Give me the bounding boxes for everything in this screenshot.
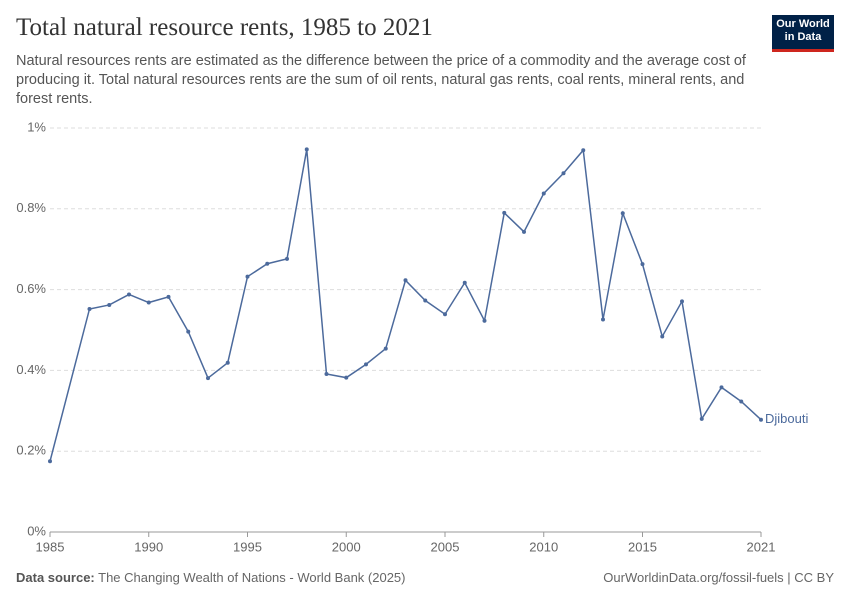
- chart: 0% 0.2% 0.4% 0.6% 0.8% 1% 1985 1990 1995 2000 2005…: [16, 119, 808, 554]
- point: [87, 306, 92, 311]
- point: [324, 372, 329, 377]
- point: [462, 280, 467, 285]
- x-tick-label: 2010: [529, 539, 558, 554]
- point: [166, 294, 171, 299]
- chart-subtitle: Natural resources rents are estimated as…: [16, 53, 746, 107]
- point: [482, 318, 487, 323]
- point: [719, 385, 724, 390]
- footer: Data source: The Changing Wealth of Nati…: [16, 570, 834, 585]
- source-label: Data source:: [16, 570, 95, 585]
- point: [344, 375, 349, 380]
- point: [601, 317, 605, 322]
- x-tick-label: 1990: [134, 539, 163, 554]
- y-tick-label: 0.4%: [16, 362, 46, 377]
- x-tick-label: 1995: [233, 539, 262, 554]
- point: [502, 210, 507, 215]
- point: [186, 329, 191, 334]
- point: [759, 417, 763, 422]
- point: [127, 292, 131, 297]
- x-tick-label: 1985: [36, 539, 65, 554]
- point: [364, 362, 368, 367]
- series-label: Djibouti: [765, 411, 808, 426]
- point: [423, 298, 428, 303]
- y-tick-label: 0%: [27, 523, 46, 538]
- x-tick-label: 2005: [431, 539, 460, 554]
- point: [245, 274, 250, 279]
- point: [443, 312, 447, 317]
- point: [285, 256, 289, 261]
- point: [739, 399, 744, 404]
- y-tick-label: 0.8%: [16, 200, 46, 215]
- point: [225, 360, 230, 365]
- chart-title: Total natural resource rents, 1985 to 20…: [16, 14, 433, 41]
- point: [304, 147, 309, 152]
- point: [680, 299, 684, 304]
- point: [146, 300, 151, 305]
- point: [581, 148, 586, 153]
- point: [206, 376, 210, 381]
- point: [403, 278, 408, 283]
- point: [541, 191, 546, 196]
- x-tick-label: 2000: [332, 539, 361, 554]
- y-tick-label: 0.2%: [16, 443, 46, 458]
- x-tick-label: 2015: [628, 539, 657, 554]
- point: [265, 261, 270, 266]
- point: [620, 211, 625, 216]
- point: [640, 262, 645, 267]
- point: [48, 459, 52, 464]
- point: [522, 229, 526, 234]
- logo[interactable]: Our World in Data: [772, 15, 834, 52]
- point: [699, 416, 704, 421]
- y-tick-label: 1%: [27, 119, 46, 134]
- credit[interactable]: OurWorldinData.org/fossil-fuels | CC BY: [603, 570, 834, 585]
- source: The Changing Wealth of Nations - World B…: [98, 570, 406, 585]
- series-line: [49, 148, 762, 462]
- point: [660, 334, 665, 339]
- point: [107, 302, 112, 307]
- x-tick-label: 2021: [747, 539, 776, 554]
- point: [561, 171, 566, 176]
- y-tick-label: 0.6%: [16, 281, 46, 296]
- point: [383, 346, 388, 351]
